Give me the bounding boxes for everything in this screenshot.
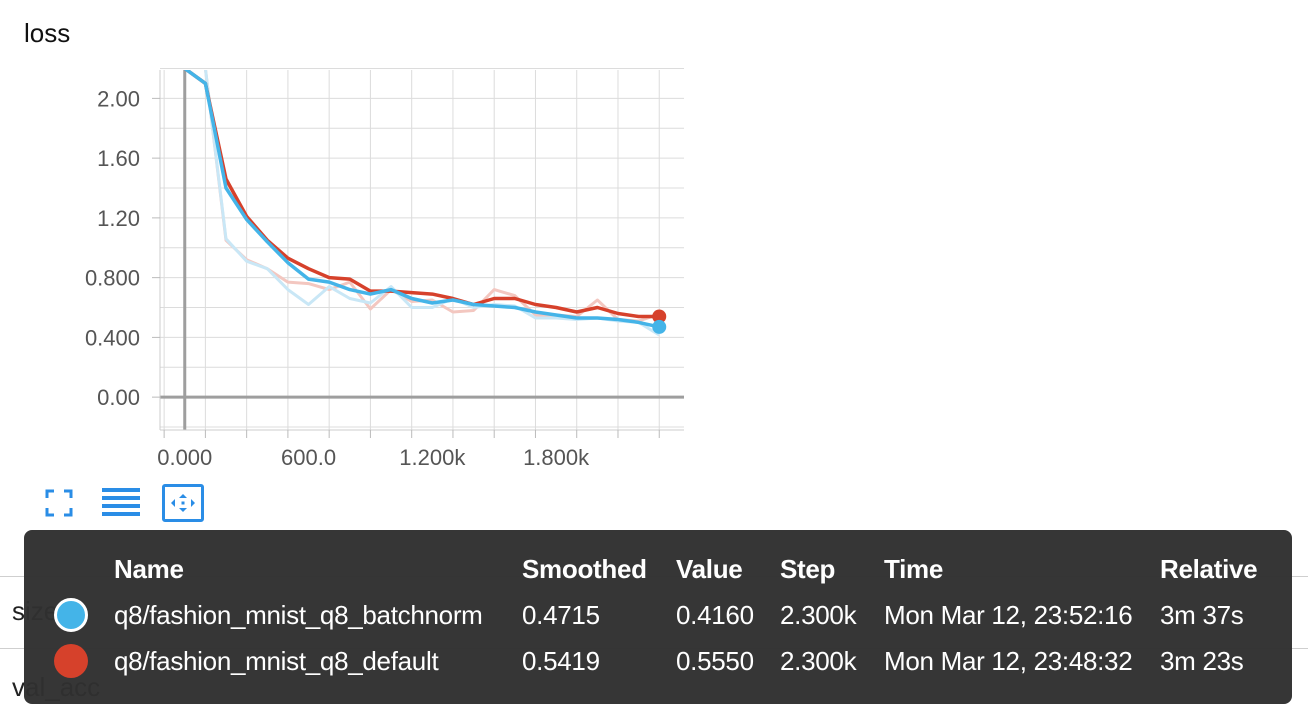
smoothed-value: 0.5419 xyxy=(522,646,600,676)
run-color-swatch xyxy=(54,644,88,678)
x-tick-label: 600.0 xyxy=(281,445,336,470)
y-tick-label: 2.00 xyxy=(97,86,140,111)
fit-domain-button[interactable] xyxy=(162,484,204,522)
time-value: Mon Mar 12, 23:48:32 xyxy=(884,646,1133,676)
raw-value: 0.5550 xyxy=(676,646,754,676)
x-tick-label: 1.200k xyxy=(399,445,466,470)
fullscreen-button[interactable] xyxy=(38,484,80,522)
fullscreen-icon xyxy=(45,489,73,517)
step-value: 2.300k xyxy=(780,600,857,630)
header-time: Time xyxy=(884,554,944,584)
loss-chart[interactable]: 0.00 0.400 0.800 1.20 1.60 2.00 0.000 600.0 1.20… xyxy=(0,0,1308,530)
y-tick-label: 0.400 xyxy=(85,325,140,350)
list-icon xyxy=(102,488,140,516)
toggle-log-scale-button[interactable] xyxy=(100,484,142,522)
header-smoothed: Smoothed xyxy=(522,554,647,584)
chart-toolbar xyxy=(38,484,204,522)
smoothed-series-line xyxy=(183,70,660,319)
time-value: Mon Mar 12, 23:52:16 xyxy=(884,600,1133,630)
x-tick-label: 0.000 xyxy=(157,445,212,470)
y-tick-label: 0.800 xyxy=(85,266,140,291)
series-endpoint-marker xyxy=(652,319,667,334)
header-name: Name xyxy=(114,554,184,584)
relative-value: 3m 37s xyxy=(1160,600,1244,630)
x-tick-label: 1.800k xyxy=(523,445,590,470)
run-name: q8/fashion_mnist_q8_batchnorm xyxy=(114,600,483,630)
run-color-swatch xyxy=(54,598,88,632)
run-name: q8/fashion_mnist_q8_default xyxy=(114,646,439,676)
series-endpoint-marker xyxy=(652,309,667,324)
header-relative: Relative xyxy=(1160,554,1258,584)
smoothed-value: 0.4715 xyxy=(522,600,600,630)
chart-tooltip: Name Smoothed Value Step Time Relative q… xyxy=(24,530,1292,704)
smoothed-series-line xyxy=(183,70,660,329)
header-value: Value xyxy=(676,554,743,584)
raw-series-line xyxy=(204,70,660,323)
y-tick-label: 1.20 xyxy=(97,206,140,231)
relative-value: 3m 23s xyxy=(1160,646,1244,676)
y-tick-label: 0.00 xyxy=(97,385,140,410)
step-value: 2.300k xyxy=(780,646,857,676)
fit-domain-icon xyxy=(171,494,195,512)
y-tick-label: 1.60 xyxy=(97,146,140,171)
raw-value: 0.4160 xyxy=(676,600,754,630)
chart-title: loss xyxy=(24,18,71,48)
header-step: Step xyxy=(780,554,836,584)
